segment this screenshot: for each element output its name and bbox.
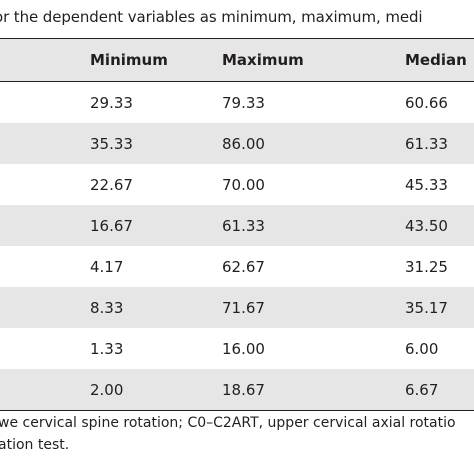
- cell-maximum: 70.00: [222, 175, 265, 194]
- table-footnote: we cervical spine rotation; C0–C2ART, up…: [0, 412, 456, 456]
- cell-minimum: 2.00: [90, 380, 124, 399]
- table-row: 8.33 71.67 35.17: [0, 287, 474, 328]
- cell-median: 43.50: [405, 216, 448, 235]
- cell-minimum: 4.17: [90, 257, 124, 276]
- cell-maximum: 18.67: [222, 380, 265, 399]
- cell-minimum: 16.67: [90, 216, 133, 235]
- cell-median: 31.25: [405, 257, 448, 276]
- cell-median: 6.00: [405, 339, 439, 358]
- cell-maximum: 16.00: [222, 339, 265, 358]
- column-header-maximum: Maximum: [222, 51, 304, 69]
- table-header: Minimum Maximum Median: [0, 38, 474, 82]
- table-caption: or the dependent variables as minimum, m…: [0, 8, 423, 26]
- cell-median: 61.33: [405, 134, 448, 153]
- column-header-median: Median: [405, 51, 467, 69]
- table-row: 16.67 61.33 43.50: [0, 205, 474, 246]
- table-row: 35.33 86.00 61.33: [0, 123, 474, 164]
- table-row: 4.17 62.67 31.25: [0, 246, 474, 287]
- cell-maximum: 79.33: [222, 93, 265, 112]
- cell-median: 35.17: [405, 298, 448, 317]
- cell-minimum: 29.33: [90, 93, 133, 112]
- cell-median: 60.66: [405, 93, 448, 112]
- column-header-minimum: Minimum: [90, 51, 168, 69]
- table-row: 22.67 70.00 45.33: [0, 164, 474, 205]
- cell-minimum: 35.33: [90, 134, 133, 153]
- cell-minimum: 8.33: [90, 298, 124, 317]
- statistics-table: Minimum Maximum Median 29.33 79.33 60.66…: [0, 38, 474, 411]
- footnote-line: we cervical spine rotation; C0–C2ART, up…: [0, 415, 456, 431]
- cell-minimum: 22.67: [90, 175, 133, 194]
- cell-maximum: 86.00: [222, 134, 265, 153]
- cell-maximum: 71.67: [222, 298, 265, 317]
- table-row: 29.33 79.33 60.66: [0, 82, 474, 123]
- table-row: 1.33 16.00 6.00: [0, 328, 474, 369]
- cell-maximum: 62.67: [222, 257, 265, 276]
- footnote-line: ation test.: [0, 437, 70, 453]
- cell-maximum: 61.33: [222, 216, 265, 235]
- cell-median: 45.33: [405, 175, 448, 194]
- table-row: 2.00 18.67 6.67: [0, 369, 474, 411]
- cell-median: 6.67: [405, 380, 439, 399]
- cell-minimum: 1.33: [90, 339, 124, 358]
